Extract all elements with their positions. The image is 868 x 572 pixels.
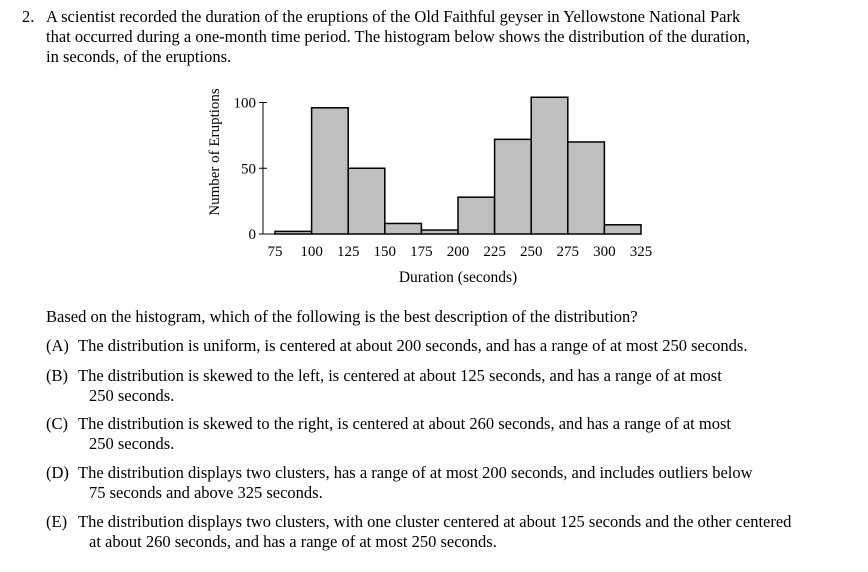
histogram-bar — [603, 224, 642, 235]
question-stem: A scientist recorded the duration of the… — [46, 7, 858, 67]
histogram-bar — [384, 222, 423, 235]
y-tick-label: 100 — [234, 96, 257, 112]
y-axis: 0 50 100 — [234, 96, 267, 243]
choice-text: The distribution is skewed to the left, … — [78, 366, 722, 385]
histogram-bar — [420, 229, 459, 235]
choice-text: The distribution is skewed to the right,… — [78, 414, 731, 433]
x-tick-label: 100 — [300, 244, 323, 260]
x-tick-label: 175 — [410, 244, 433, 260]
choice-text: The distribution displays two clusters, … — [78, 463, 753, 482]
x-axis: 75 100 125 150 175 200 225 250 275 300 325 — [263, 233, 653, 260]
histogram-bars — [274, 96, 642, 235]
x-tick-label: 75 — [268, 244, 283, 260]
question-prompt: Based on the histogram, which of the fol… — [46, 307, 638, 326]
question-number: 2. — [22, 7, 35, 26]
question-stem-line: in seconds, of the eruptions. — [46, 47, 232, 66]
choice-text: The distribution displays two clusters, … — [78, 512, 792, 531]
x-tick-label: 200 — [447, 244, 470, 260]
choice-text: The distribution is uniform, is centered… — [78, 336, 748, 355]
x-tick-label: 150 — [374, 244, 397, 260]
histogram-bar — [567, 141, 606, 235]
choice-letter: (C) — [46, 414, 68, 433]
histogram-bar — [347, 167, 386, 235]
choice-text-continued: 75 seconds and above 325 seconds. — [89, 483, 323, 502]
histogram-bar — [493, 138, 532, 235]
choice-letter: (E) — [46, 512, 68, 531]
question-stem-line: A scientist recorded the duration of the… — [46, 7, 741, 26]
choice-text-continued: 250 seconds. — [89, 434, 175, 453]
choice-letter: (A) — [46, 336, 69, 355]
x-tick-label: 275 — [557, 244, 580, 260]
choice-text-continued: at about 260 seconds, and has a range of… — [89, 532, 497, 551]
choice-letter: (B) — [46, 366, 68, 385]
histogram-bar — [530, 96, 569, 235]
choice-letter: (D) — [46, 463, 69, 482]
x-tick-label: 225 — [483, 244, 506, 260]
question-stem-line: that occurred during a one-month time pe… — [46, 27, 751, 46]
x-tick-label: 300 — [593, 244, 616, 260]
x-axis-label: Duration (seconds) — [399, 269, 517, 286]
y-axis-label: Number of Eruptions — [207, 88, 223, 216]
choice-text-continued: 250 seconds. — [89, 386, 175, 405]
y-tick-label: 50 — [241, 161, 256, 177]
x-tick-label: 250 — [520, 244, 543, 260]
x-tick-label: 325 — [630, 244, 653, 260]
histogram-bar — [310, 107, 349, 235]
histogram-bar — [457, 196, 496, 235]
y-tick-label: 0 — [249, 227, 257, 243]
x-tick-label: 125 — [337, 244, 360, 260]
